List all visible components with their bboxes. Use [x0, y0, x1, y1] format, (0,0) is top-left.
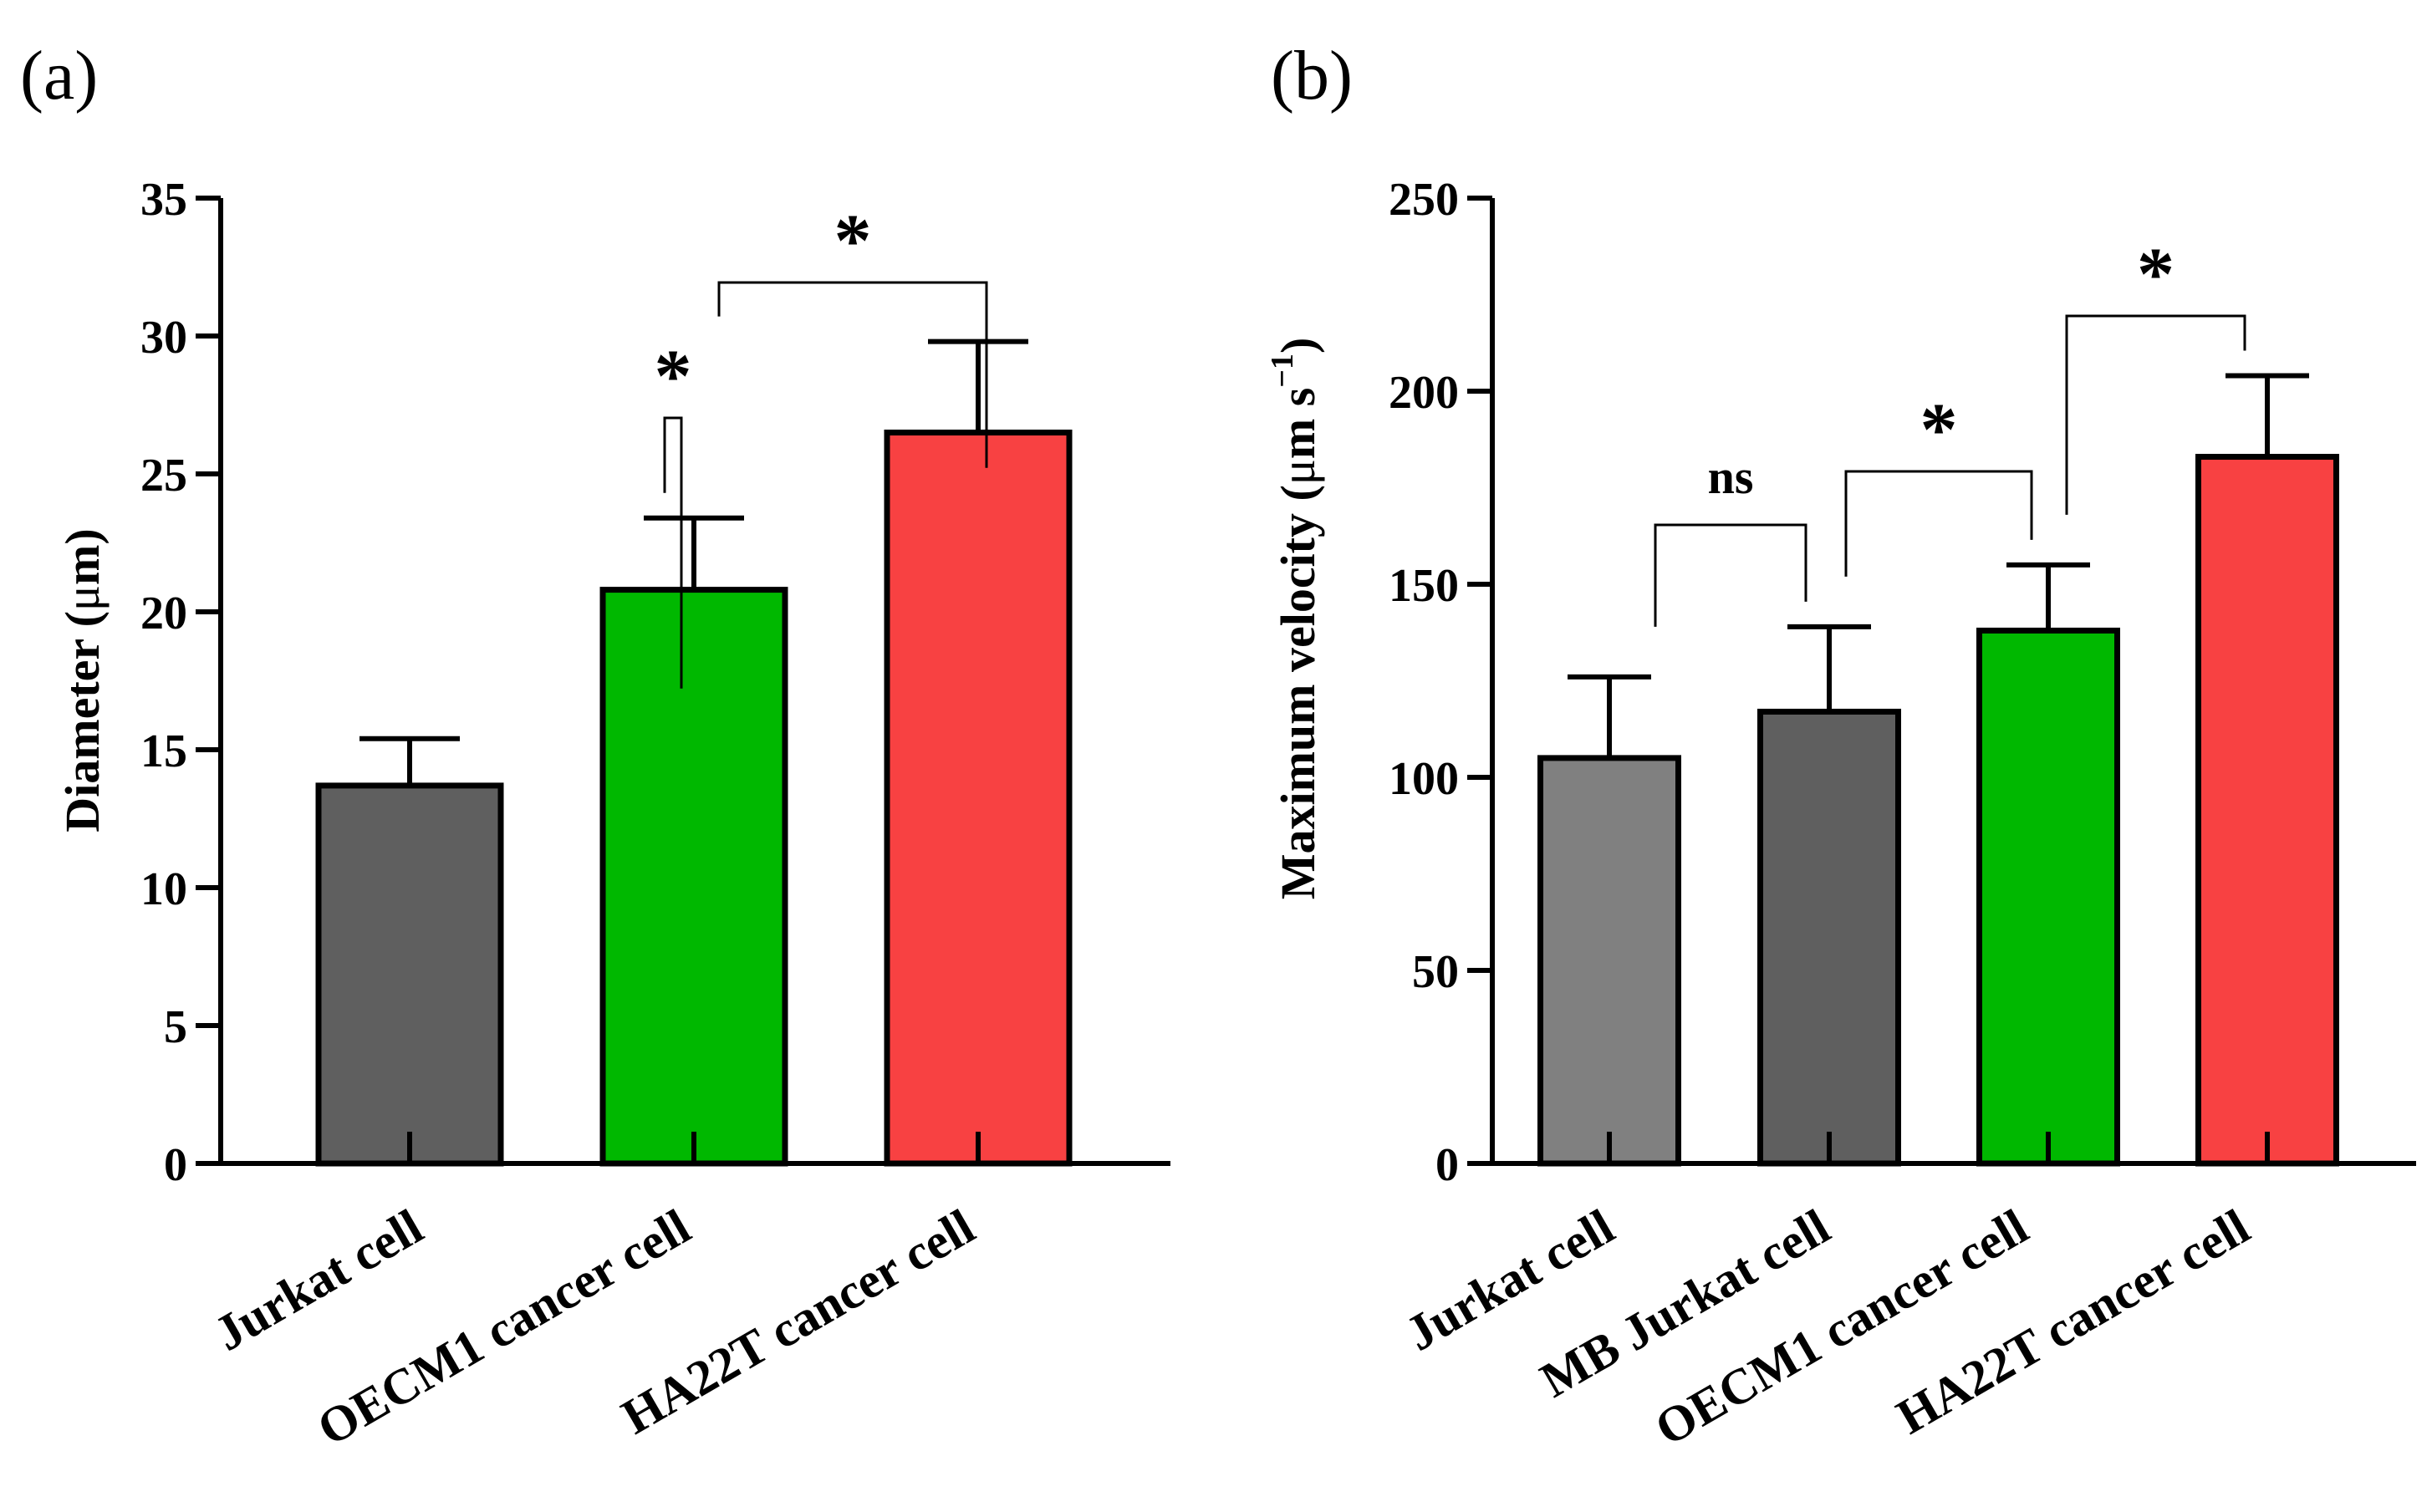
panel-b-y-axis-title-part: −1 [1265, 354, 1300, 388]
panel-a-y-tick-label: 35 [140, 174, 187, 226]
panel-b-significance-bracket-1 [1654, 523, 1807, 627]
panel-a-bar-3 [884, 430, 1073, 1167]
panel-b-y-axis-title-part: ) [1271, 338, 1325, 354]
panel-a-significance-bracket-1 [663, 416, 683, 689]
panel-b-y-axis-title-part: m s [1271, 388, 1325, 459]
panel-b-category-label-3: OECM1 cancer cell [1646, 1199, 2037, 1456]
panel-a-y-tick-label: 15 [140, 725, 187, 777]
panel-b-chart: (b) 0 50 100 150 200 250 Maximum velocity (μm … [1265, 37, 2416, 1456]
panel-a-y-axis-title-part: m) [55, 528, 110, 585]
panel-b-bar-2 [1757, 708, 1901, 1167]
panel-a-y-tick-label: 5 [164, 1001, 187, 1053]
panel-a-category-label-1: Jurkat cell [205, 1199, 431, 1362]
panel-b-bar-1 [1537, 755, 1681, 1167]
panel-b-y-axis-title-part: μ [1271, 459, 1325, 485]
panel-a-significance-label-1: * [655, 335, 692, 418]
panel-a-label: (a) [20, 37, 98, 115]
panel-b-significance-label-3: * [2137, 233, 2175, 316]
panel-b-bar-3 [1976, 627, 2120, 1167]
panel-b-significance-bracket-3 [2065, 314, 2246, 515]
panel-b-y-tick-label: 50 [1412, 946, 1459, 998]
panel-a-y-tick-label: 20 [140, 588, 187, 639]
panel-b-y-axis-title-part: Maximum velocity ( [1271, 485, 1325, 899]
panel-a-bar-1 [315, 782, 504, 1167]
panel-a-significance-bracket-2 [717, 281, 988, 468]
panel-b-y-axis-title: Maximum velocity (μm s−1) [1265, 338, 1325, 900]
panel-b-significance-label-2: * [1920, 389, 1958, 471]
panel-a-y-tick-label: 0 [164, 1139, 187, 1191]
panel-a-chart: (a) 0 5 10 15 20 25 30 35 Diameter (μm) Jurkat ce… [20, 37, 1170, 1456]
panel-b-bar-4 [2195, 454, 2339, 1167]
panel-b-significance-bracket-2 [1844, 470, 2033, 577]
panel-a-y-tick-label: 10 [140, 863, 187, 915]
panel-b-y-tick-label: 250 [1389, 174, 1459, 226]
panel-a-y-tick-label: 25 [140, 450, 187, 501]
panel-a-y-axis-title: Diameter (μm) [55, 528, 110, 832]
panel-b-y-tick-label: 150 [1389, 560, 1459, 612]
panel-b-y-tick-label: 100 [1389, 753, 1459, 805]
panel-b-y-tick-label: 200 [1389, 367, 1459, 419]
panel-b-category-label-4: HA22T cancer cell [1888, 1199, 2259, 1444]
panel-b-label: (b) [1271, 37, 1353, 115]
panel-a-significance-label-2: * [834, 200, 872, 283]
panel-b-significance-label-1: ns [1708, 450, 1754, 504]
panel-a-y-axis-title-part: μ [55, 585, 110, 611]
panel-b-y-tick-label: 0 [1435, 1139, 1459, 1191]
panel-a-y-tick-label: 30 [140, 312, 187, 364]
panel-a-y-axis-title-part: Diameter ( [55, 611, 110, 832]
panel-a-bar-2 [599, 587, 788, 1167]
